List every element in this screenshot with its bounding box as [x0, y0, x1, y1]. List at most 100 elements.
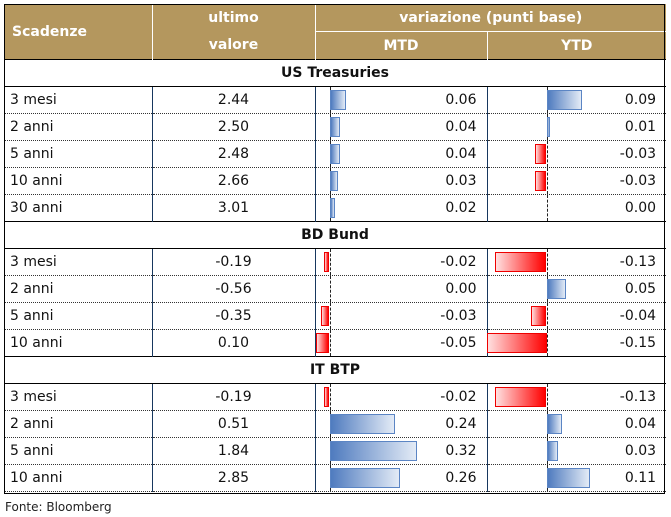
mtd-cell: 0.03 — [314, 167, 487, 195]
mtd-bar — [329, 117, 341, 137]
ytd-cell: 0.03 — [486, 437, 667, 465]
ytd-axis — [546, 249, 548, 275]
mtd-bar — [315, 333, 330, 353]
ytd-value: 0.04 — [624, 416, 657, 432]
last-value: 0.51 — [151, 410, 315, 438]
mtd-value: 0.06 — [445, 92, 477, 108]
mtd-axis — [329, 249, 331, 275]
mtd-cell: -0.02 — [314, 383, 487, 411]
mtd-cell: 0.04 — [314, 113, 487, 141]
header-scadenze: Scadenze — [4, 4, 152, 60]
last-value: 2.66 — [151, 167, 315, 195]
mtd-cell: 0.32 — [314, 437, 487, 465]
maturity-label: 2 anni — [4, 410, 152, 438]
source-note: Fonte: Bloomberg — [5, 500, 112, 514]
maturity-label: 2 anni — [4, 113, 152, 141]
ytd-axis — [546, 384, 548, 410]
last-value: 2.85 — [151, 464, 315, 492]
table-row: 5 anni -0.35 -0.03 -0.04 — [4, 302, 667, 330]
maturity-label: 3 mesi — [4, 86, 152, 114]
ytd-axis — [546, 168, 548, 194]
mtd-value: 0.03 — [445, 173, 477, 189]
ytd-cell: 0.11 — [486, 464, 667, 492]
section-title: US Treasuries — [4, 59, 667, 87]
ytd-bar — [546, 441, 559, 461]
last-value: 3.01 — [151, 194, 315, 222]
table-row: 10 anni 2.85 0.26 0.11 — [4, 464, 667, 492]
ytd-cell: 0.05 — [486, 275, 667, 303]
ytd-value: 0.01 — [624, 119, 657, 135]
mtd-cell: 0.00 — [314, 275, 487, 303]
ytd-cell: -0.13 — [486, 248, 667, 276]
mtd-bar — [329, 441, 417, 461]
mtd-bar — [329, 171, 338, 191]
last-value: -0.19 — [151, 248, 315, 276]
maturity-label: 5 anni — [4, 140, 152, 168]
mtd-value: 0.04 — [445, 119, 477, 135]
last-value: 0.10 — [151, 329, 315, 357]
ytd-value: -0.03 — [619, 173, 657, 189]
table-row: 2 anni -0.56 0.00 0.05 — [4, 275, 667, 303]
ytd-bar — [546, 279, 567, 299]
ytd-value: -0.03 — [619, 146, 657, 162]
mtd-axis — [329, 276, 331, 302]
mtd-bar — [329, 198, 335, 218]
ytd-bar — [534, 171, 547, 191]
mtd-value: 0.24 — [445, 416, 477, 432]
mtd-cell: -0.05 — [314, 329, 487, 357]
mtd-cell: -0.02 — [314, 248, 487, 276]
last-value: 1.84 — [151, 437, 315, 465]
header-mtd: MTD — [314, 31, 487, 60]
ytd-value: -0.13 — [619, 254, 657, 270]
ytd-bar — [534, 144, 547, 164]
table-row: 3 mesi -0.19 -0.02 -0.13 — [4, 383, 667, 411]
last-value: 2.50 — [151, 113, 315, 141]
ytd-cell: 0.01 — [486, 113, 667, 141]
mtd-value: -0.03 — [440, 308, 477, 324]
mtd-value: -0.05 — [440, 335, 477, 351]
ytd-cell: -0.03 — [486, 140, 667, 168]
mtd-value: 0.04 — [445, 146, 477, 162]
section-title: BD Bund — [4, 221, 667, 249]
mtd-value: 0.26 — [445, 470, 477, 486]
ytd-bar — [546, 117, 551, 137]
mtd-cell: 0.02 — [314, 194, 487, 222]
section-title: IT BTP — [4, 356, 667, 384]
table-row: 3 mesi 2.44 0.06 0.09 — [4, 86, 667, 114]
mtd-cell: 0.24 — [314, 410, 487, 438]
table-row: 5 anni 2.48 0.04 -0.03 — [4, 140, 667, 168]
maturity-label: 10 anni — [4, 167, 152, 195]
table-row: 5 anni 1.84 0.32 0.03 — [4, 437, 667, 465]
ytd-axis — [546, 195, 548, 221]
table-row: 3 mesi -0.19 -0.02 -0.13 — [4, 248, 667, 276]
ytd-value: -0.13 — [619, 389, 657, 405]
section-header-row: US Treasuries — [4, 59, 667, 87]
maturity-label: 30 anni — [4, 194, 152, 222]
table-row: 10 anni 0.10 -0.05 -0.15 — [4, 329, 667, 357]
ytd-bar — [495, 252, 547, 272]
ytd-value: 0.05 — [624, 281, 657, 297]
ytd-axis — [546, 141, 548, 167]
maturity-label: 5 anni — [4, 437, 152, 465]
ytd-value: -0.15 — [619, 335, 657, 351]
mtd-bar — [329, 414, 395, 434]
last-value: 2.44 — [151, 86, 315, 114]
mtd-value: 0.32 — [445, 443, 477, 459]
mtd-axis — [329, 303, 331, 329]
header-ultimo: ultimo — [151, 4, 315, 32]
ytd-bar — [530, 306, 547, 326]
maturity-label: 10 anni — [4, 329, 152, 357]
section-header-row: BD Bund — [4, 221, 667, 249]
header-variazione: variazione (punti base) — [314, 4, 667, 32]
mtd-bar — [329, 144, 341, 164]
ytd-cell: -0.15 — [486, 329, 667, 357]
maturity-label: 10 anni — [4, 464, 152, 492]
table-row: 10 anni 2.66 0.03 -0.03 — [4, 167, 667, 195]
section-header-row: IT BTP — [4, 356, 667, 384]
mtd-bar — [329, 90, 346, 110]
ytd-bar — [546, 468, 590, 488]
ytd-bar — [546, 90, 583, 110]
ytd-value: 0.03 — [624, 443, 657, 459]
ytd-value: -0.04 — [619, 308, 657, 324]
